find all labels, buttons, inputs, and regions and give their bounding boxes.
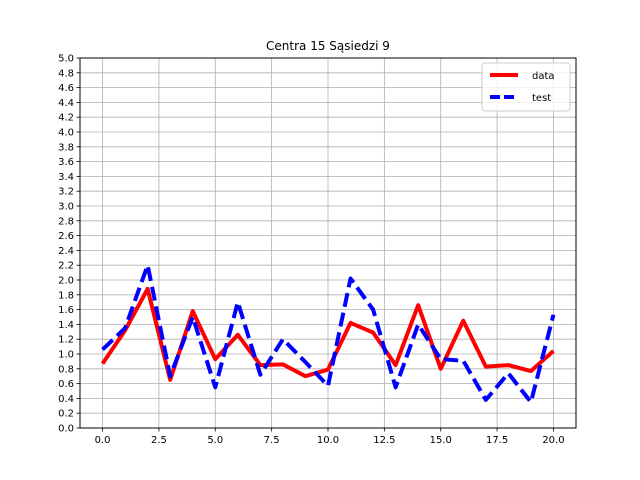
y-tick-label: 3.6 — [58, 157, 74, 168]
legend-label-data: data — [532, 71, 555, 82]
series-layer — [100, 263, 556, 405]
y-tick-label: 0.4 — [58, 394, 74, 405]
x-tick-label: 20.0 — [542, 435, 564, 446]
y-axis: 0.0 0.2 0.4 0.6 0.8 1.0 1.2 1.4 1.6 1.8 2.0 2.2 2.4 2… — [58, 54, 80, 435]
y-tick-label: 2.6 — [58, 231, 74, 242]
x-tick-label: 12.5 — [373, 435, 395, 446]
y-tick-label: 1.0 — [58, 350, 74, 361]
y-tick-label: 4.0 — [58, 128, 74, 139]
x-tick-label: 17.5 — [486, 435, 508, 446]
y-tick-label: 1.2 — [58, 335, 74, 346]
y-tick-label: 4.2 — [58, 113, 74, 124]
y-tick-label: 0.0 — [58, 424, 74, 435]
y-tick-label: 1.6 — [58, 305, 74, 316]
x-tick-label: 10.0 — [317, 435, 339, 446]
x-tick-label: 0.0 — [95, 435, 111, 446]
legend-label-test: test — [532, 93, 551, 104]
x-axis: 0.0 2.5 5.0 7.5 10.0 12.5 15.0 17.5 20.0 — [95, 428, 565, 446]
x-tick-label: 5.0 — [207, 435, 223, 446]
y-tick-label: 0.2 — [58, 409, 74, 420]
y-tick-label: 3.2 — [58, 187, 74, 198]
y-tick-label: 4.8 — [58, 68, 74, 79]
x-tick-label: 7.5 — [264, 435, 280, 446]
y-tick-label: 1.4 — [58, 320, 74, 331]
y-tick-label: 2.8 — [58, 216, 74, 227]
chart-title: Centra 15 Sąsiedzi 9 — [266, 39, 390, 53]
y-tick-label: 1.8 — [58, 290, 74, 301]
x-tick-label: 15.0 — [430, 435, 452, 446]
y-tick-label: 3.8 — [58, 142, 74, 153]
y-tick-label: 0.6 — [58, 379, 74, 390]
y-tick-label: 0.8 — [58, 364, 74, 375]
y-tick-label: 3.4 — [58, 172, 74, 183]
series-line-test — [101, 263, 556, 405]
legend: data test — [481, 62, 571, 112]
y-tick-label: 2.0 — [58, 276, 74, 287]
y-tick-label: 5.0 — [58, 54, 74, 65]
y-tick-label: 4.6 — [58, 83, 74, 94]
y-tick-label: 2.4 — [58, 246, 74, 257]
x-tick-label: 2.5 — [151, 435, 167, 446]
legend-box — [481, 62, 571, 112]
y-tick-label: 3.0 — [58, 202, 74, 213]
y-tick-label: 2.2 — [58, 261, 74, 272]
y-tick-label: 4.4 — [58, 98, 74, 109]
